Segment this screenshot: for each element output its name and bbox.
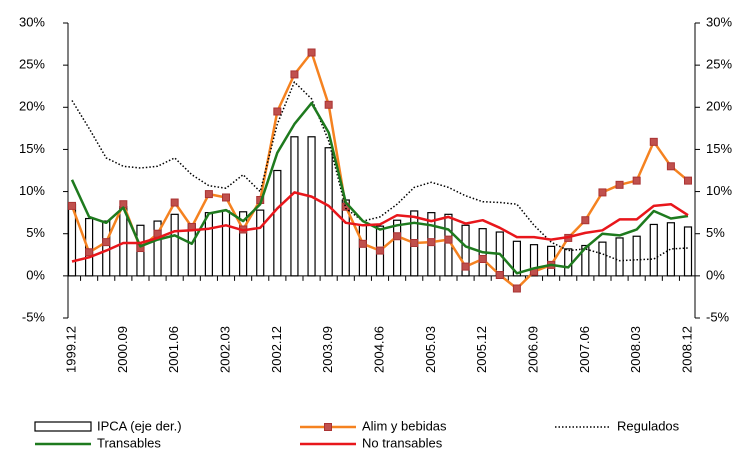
bar xyxy=(581,244,590,277)
bar xyxy=(649,223,658,277)
x-tick-label: 2007.06 xyxy=(577,326,592,373)
marker xyxy=(222,193,230,202)
marker xyxy=(307,48,316,57)
bar xyxy=(461,224,470,277)
bar xyxy=(153,220,162,277)
y-tick-label: 20% xyxy=(19,99,45,114)
line xyxy=(70,101,689,275)
marker xyxy=(632,176,641,185)
bar xyxy=(204,212,213,277)
x-tick-label: 2008.12 xyxy=(679,326,694,373)
x-tick-label: 2004.06 xyxy=(371,326,386,373)
marker xyxy=(324,100,333,109)
bar xyxy=(393,219,402,277)
x-tick-label: 2006.09 xyxy=(525,326,540,373)
bar xyxy=(85,217,94,277)
bar xyxy=(666,222,675,277)
y-tick-label: 10% xyxy=(19,183,45,198)
y2-tick-label: 5% xyxy=(706,225,725,240)
bar xyxy=(307,136,316,277)
y2-tick-label: 0% xyxy=(706,267,725,282)
bar xyxy=(256,209,265,277)
line xyxy=(71,81,689,262)
bar xyxy=(512,240,521,277)
bar xyxy=(615,237,624,277)
bar xyxy=(358,224,367,277)
marker xyxy=(461,262,470,271)
legend-marker xyxy=(324,423,332,431)
bar xyxy=(239,211,248,277)
marker xyxy=(376,246,384,255)
marker xyxy=(85,248,94,257)
bar xyxy=(632,235,641,277)
line xyxy=(71,191,689,263)
bar xyxy=(564,248,573,277)
bar xyxy=(598,241,607,277)
bar xyxy=(170,213,179,277)
marker xyxy=(68,201,76,210)
y2-tick-label: -5% xyxy=(706,309,730,324)
marker xyxy=(598,188,607,197)
marker xyxy=(581,216,590,225)
bar xyxy=(221,210,231,277)
legend-label: Transables xyxy=(97,435,161,450)
x-tick-label: 2000.09 xyxy=(115,326,130,373)
marker xyxy=(427,238,436,247)
bar xyxy=(273,169,282,277)
marker xyxy=(512,284,521,293)
x-tick-label: 2008.03 xyxy=(628,326,643,373)
bar xyxy=(324,147,333,277)
x-tick-label: 2005.03 xyxy=(423,326,438,373)
y-tick-label: 30% xyxy=(19,14,45,29)
marker xyxy=(170,198,179,207)
marker xyxy=(495,271,504,280)
y-tick-label: 15% xyxy=(19,141,45,156)
legend-label: IPCA (eje der.) xyxy=(97,418,182,433)
marker xyxy=(358,239,367,248)
y-tick-label: 25% xyxy=(19,57,45,72)
marker xyxy=(273,107,282,116)
legend-label: Alim y bebidas xyxy=(362,418,447,433)
y-tick-label: 0% xyxy=(26,267,45,282)
marker xyxy=(290,70,299,79)
marker xyxy=(204,190,213,199)
marker xyxy=(615,180,624,189)
marker xyxy=(684,176,692,185)
y2-tick-label: 20% xyxy=(706,99,732,114)
legend-label: No transables xyxy=(362,435,443,450)
y-tick-label: -5% xyxy=(22,309,46,324)
x-tick-label: 1999.12 xyxy=(63,326,78,373)
x-tick-label: 2003.09 xyxy=(320,326,335,373)
y2-tick-label: 10% xyxy=(706,183,732,198)
legend-label: Regulados xyxy=(617,418,680,433)
legend-swatch xyxy=(34,421,92,432)
marker xyxy=(393,232,402,241)
x-tick-label: 2005.12 xyxy=(474,326,489,373)
y2-tick-label: 15% xyxy=(706,141,732,156)
bar xyxy=(529,244,539,277)
y2-tick-label: 25% xyxy=(706,57,732,72)
x-tick-label: 2002.03 xyxy=(217,326,232,373)
bar xyxy=(119,206,128,277)
marker xyxy=(478,255,487,263)
x-tick-label: 2002.12 xyxy=(269,326,284,373)
x-tick-label: 2001.06 xyxy=(166,326,181,373)
marker xyxy=(410,238,419,247)
bar xyxy=(290,136,299,277)
marker xyxy=(444,235,453,244)
y2-tick-label: 30% xyxy=(706,14,732,29)
marker xyxy=(649,137,658,146)
marker xyxy=(102,238,111,247)
bar xyxy=(683,226,693,277)
marker xyxy=(666,162,675,171)
y-tick-label: 5% xyxy=(26,225,45,240)
